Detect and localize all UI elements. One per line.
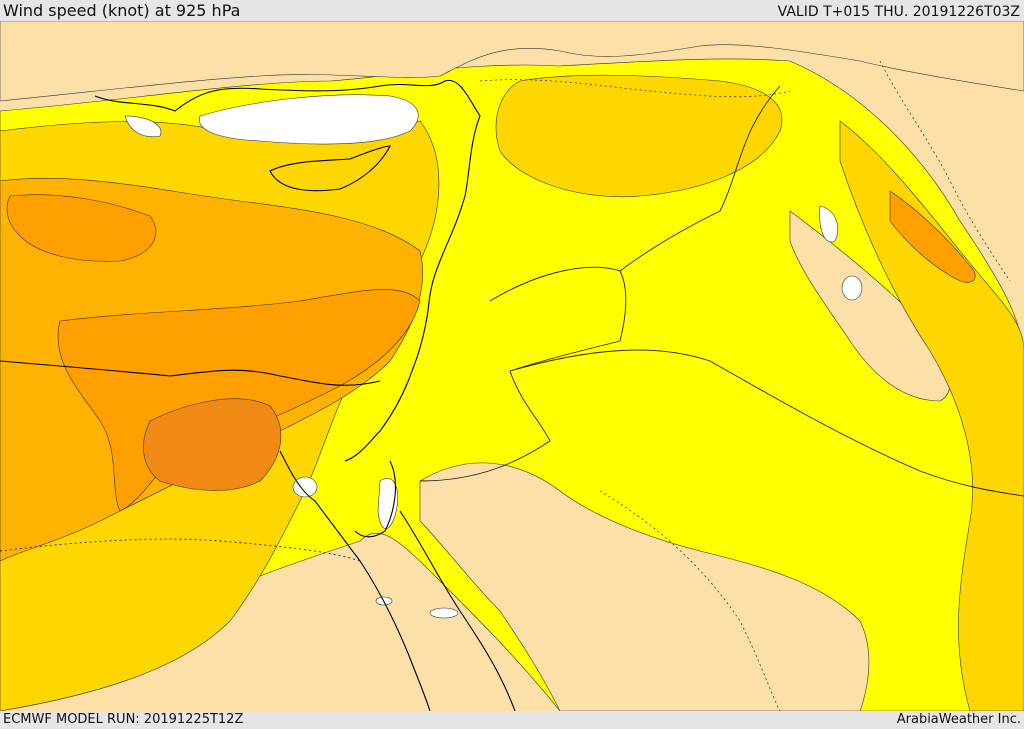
footer-bar: ECMWF MODEL RUN: 20191225T12Z ArabiaWeat…	[0, 711, 1024, 729]
calm-patch-iraq	[841, 275, 863, 301]
low-wind-iraq	[789, 210, 951, 402]
wind-speed-map	[0, 21, 1024, 711]
coastline-levant	[344, 195, 466, 462]
coastline-turkey	[94, 79, 481, 197]
border-syria-iraq	[619, 85, 781, 272]
border-iraq-saudi	[509, 349, 1024, 497]
coastline-red-sea	[279, 450, 431, 711]
border-iran	[879, 60, 1011, 282]
coastline-arabia	[399, 510, 516, 711]
wind-band-gold-east	[839, 120, 1024, 711]
coastline-sinai	[354, 460, 396, 538]
wind-band-darkest	[143, 398, 282, 491]
wind-band-gold-north	[495, 74, 783, 198]
low-wind-north	[0, 21, 1024, 102]
credit: ArabiaWeather Inc.	[896, 712, 1021, 727]
border-turkey-syria	[479, 79, 791, 98]
calm-patch-cyprus-north	[124, 115, 162, 137]
border-saudi-internal	[599, 490, 781, 711]
border-jordan-iraq	[489, 266, 627, 372]
calm-patch-red-sea	[377, 478, 398, 529]
calm-patch-gulf-aqaba	[292, 476, 318, 498]
coastline-egypt	[0, 360, 381, 386]
calm-patch-turkey	[199, 94, 419, 145]
coastline-cyprus	[269, 145, 391, 192]
border-saudi-jordan	[419, 370, 551, 482]
map-canvas	[0, 21, 1024, 711]
calm-patch-egypt	[429, 607, 459, 619]
wind-band-orange-east	[889, 190, 976, 283]
valid-time: VALID T+015 THU. 20191226T03Z	[777, 4, 1020, 20]
border-egypt-sudan	[0, 538, 361, 562]
low-wind-arabia	[419, 462, 870, 711]
wind-band-orange-west	[6, 194, 157, 262]
map-title: Wind speed (knot) at 925 hPa	[3, 1, 241, 20]
header-bar: Wind speed (knot) at 925 hPa VALID T+015…	[0, 0, 1024, 21]
model-run: ECMWF MODEL RUN: 20191225T12Z	[3, 712, 244, 727]
calm-patch-persian-gulf	[819, 205, 839, 243]
